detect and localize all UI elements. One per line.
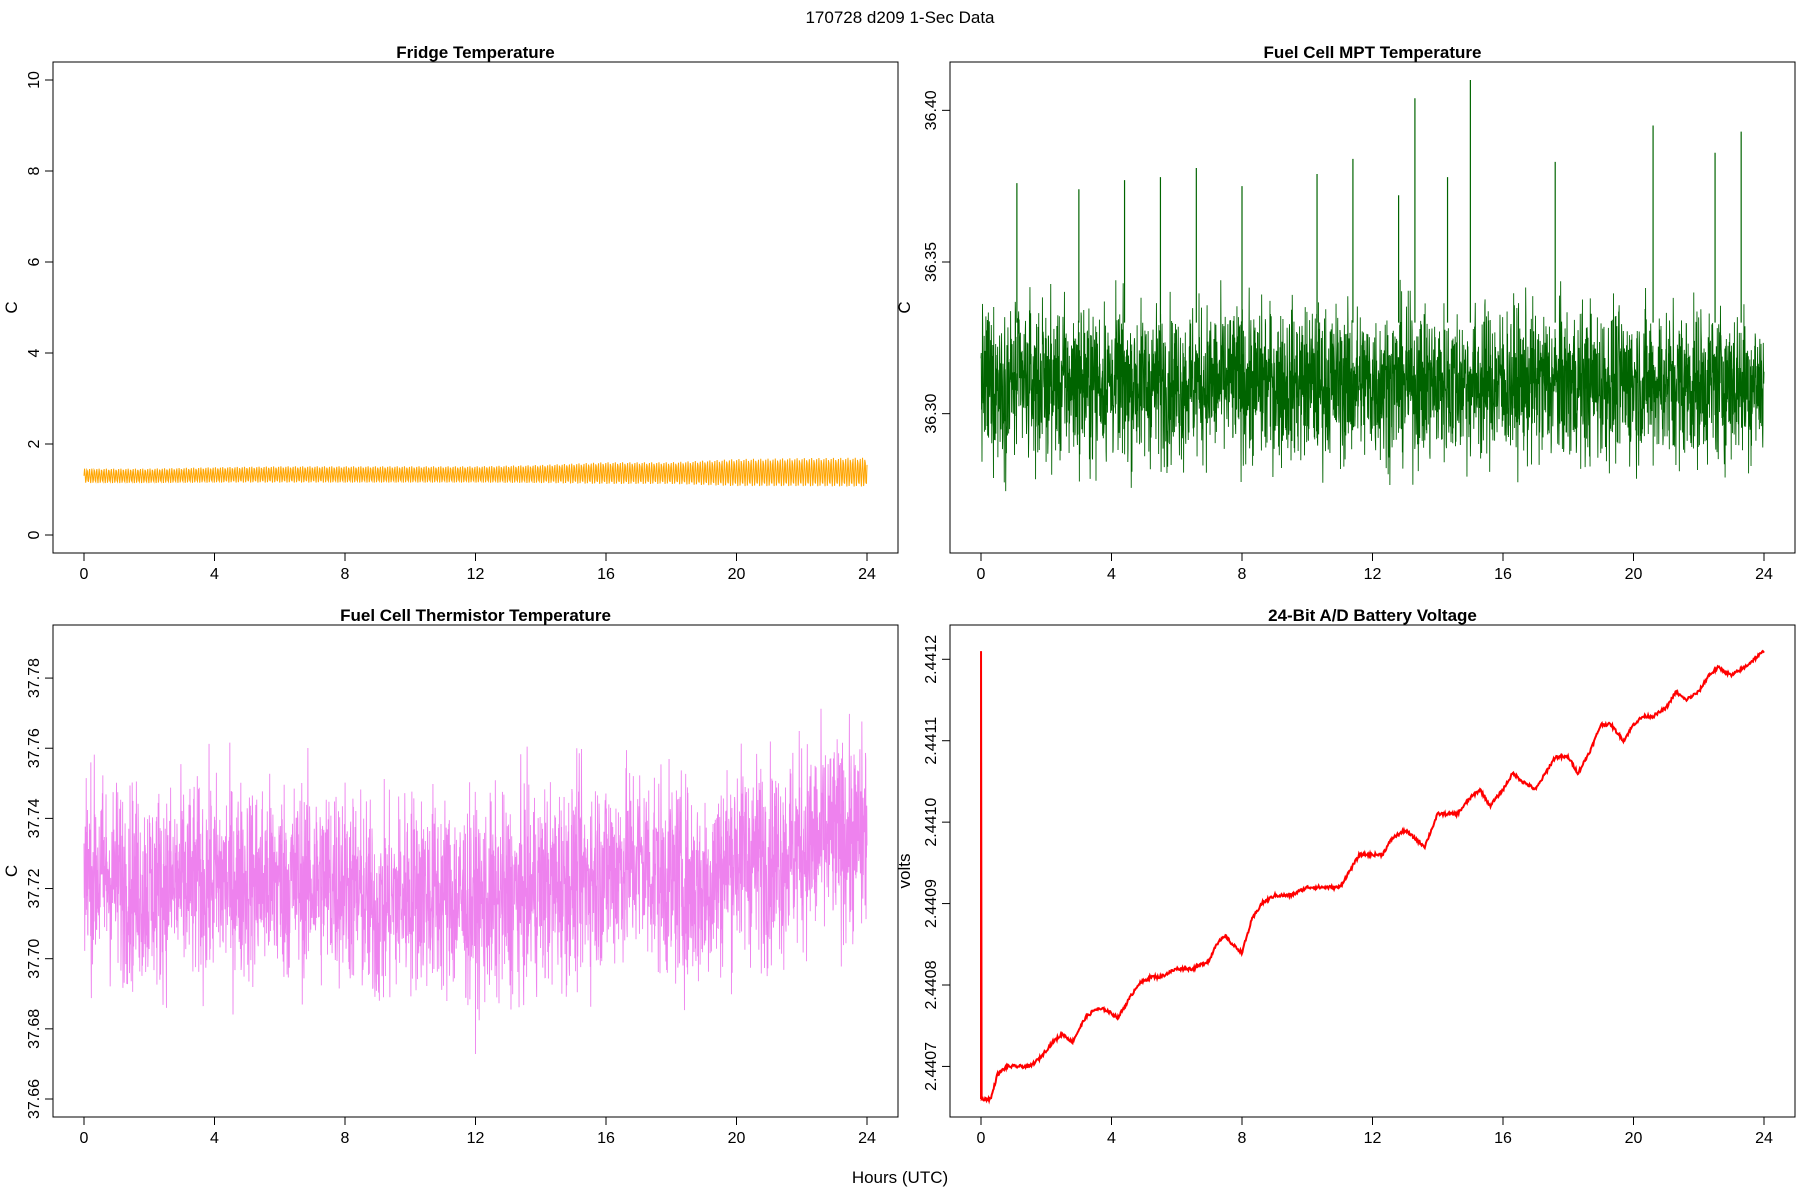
y-tick-label: 37.74	[26, 798, 43, 838]
battery-voltage-line	[980, 649, 1765, 1105]
y-axis: 2.4407 2.4408 2.4409 2.4410 2.4411 2.4412	[923, 635, 951, 1091]
x-axis: 0 4 8 12 16 20 24	[80, 1116, 876, 1147]
y-tick-label: 0	[26, 530, 43, 539]
series-thermistor	[83, 708, 868, 1054]
y-axis-label: volts	[895, 854, 914, 889]
y-axis: 0 2 4 6 8 10	[26, 71, 54, 539]
fridge-temperature-line	[83, 457, 868, 487]
x-tick-label: 24	[858, 566, 876, 583]
x-axis: 0 4 8 12 16 20 24	[80, 552, 876, 583]
x-tick-label: 8	[1238, 566, 1247, 583]
y-axis-label: C	[2, 865, 21, 877]
x-tick-label: 20	[728, 566, 746, 583]
y-tick-label: 36.35	[923, 242, 940, 282]
y-tick-label: 37.66	[26, 1079, 43, 1119]
y-tick-label: 2.4408	[923, 960, 940, 1009]
x-tick-label: 0	[80, 566, 89, 583]
y-tick-label: 2	[26, 439, 43, 448]
y-tick-label: 37.78	[26, 658, 43, 698]
x-tick-label: 0	[977, 1130, 986, 1147]
series-battery	[980, 649, 1765, 1105]
x-tick-label: 0	[80, 1130, 89, 1147]
x-axis: 0 4 8 12 16 20 24	[977, 1116, 1773, 1147]
x-tick-label: 4	[210, 1130, 219, 1147]
y-tick-label: 6	[26, 257, 43, 266]
panel-title: 24-Bit A/D Battery Voltage	[1268, 606, 1477, 625]
y-axis-label: C	[895, 301, 914, 313]
x-tick-label: 12	[467, 566, 485, 583]
x-tick-label: 16	[597, 566, 615, 583]
plot-frame	[949, 61, 1796, 554]
x-tick-label: 0	[977, 566, 986, 583]
x-tick-label: 24	[1755, 1130, 1773, 1147]
y-tick-label: 36.30	[923, 394, 940, 434]
panel-title: Fridge Temperature	[396, 43, 554, 62]
y-tick-label: 37.68	[26, 1009, 43, 1049]
panel-title: Fuel Cell MPT Temperature	[1264, 43, 1482, 62]
x-tick-label: 16	[1494, 1130, 1512, 1147]
x-tick-label: 4	[1107, 566, 1116, 583]
mpt-temperature-line	[980, 279, 1765, 492]
series-fridge	[83, 457, 868, 487]
x-tick-label: 4	[1107, 1130, 1116, 1147]
y-tick-label: 37.72	[26, 868, 43, 908]
y-tick-label: 2.4409	[923, 879, 940, 928]
x-tick-label: 20	[1625, 1130, 1643, 1147]
y-tick-label: 2.4412	[923, 635, 940, 684]
x-tick-label: 12	[1364, 566, 1382, 583]
x-tick-label: 8	[1238, 1130, 1247, 1147]
panel-battery: 24-Bit A/D Battery Voltage volts 0 4 8 12 16 20…	[895, 606, 1796, 1147]
x-tick-label: 8	[341, 1130, 350, 1147]
x-tick-label: 16	[1494, 566, 1512, 583]
panel-mpt: Fuel Cell MPT Temperature C 0 4 8 12 16 20 24 36.…	[895, 43, 1796, 583]
y-axis-label: C	[2, 301, 21, 313]
thermistor-temperature-line	[83, 708, 868, 1054]
figure-xlabel: Hours (UTC)	[852, 1168, 948, 1187]
y-tick-label: 37.76	[26, 728, 43, 768]
y-tick-label: 2.4411	[923, 717, 940, 765]
x-tick-label: 12	[467, 1130, 485, 1147]
x-tick-label: 24	[858, 1130, 876, 1147]
x-tick-label: 20	[728, 1130, 746, 1147]
figure-suptitle: 170728 d209 1-Sec Data	[805, 8, 995, 27]
plot-frame	[949, 624, 1796, 1118]
x-axis: 0 4 8 12 16 20 24	[977, 552, 1773, 583]
y-tick-label: 2.4407	[923, 1042, 940, 1091]
x-tick-label: 4	[210, 566, 219, 583]
y-axis: 37.66 37.68 37.70 37.72 37.74 37.76 37.78	[26, 658, 54, 1119]
x-tick-label: 20	[1625, 566, 1643, 583]
y-tick-label: 8	[26, 166, 43, 175]
series-mpt	[980, 80, 1765, 492]
y-axis: 36.30 36.35 36.40	[923, 90, 951, 434]
x-tick-label: 12	[1364, 1130, 1382, 1147]
y-tick-label: 37.70	[26, 939, 43, 979]
x-tick-label: 24	[1755, 566, 1773, 583]
x-tick-label: 8	[341, 566, 350, 583]
y-tick-label: 10	[26, 71, 43, 89]
panel-title: Fuel Cell Thermistor Temperature	[340, 606, 611, 625]
panel-thermistor: Fuel Cell Thermistor Temperature C 0 4 8 12 16…	[2, 606, 899, 1147]
y-tick-label: 36.40	[923, 90, 940, 130]
x-tick-label: 16	[597, 1130, 615, 1147]
y-tick-label: 4	[26, 348, 43, 357]
y-tick-label: 2.4410	[923, 798, 940, 847]
